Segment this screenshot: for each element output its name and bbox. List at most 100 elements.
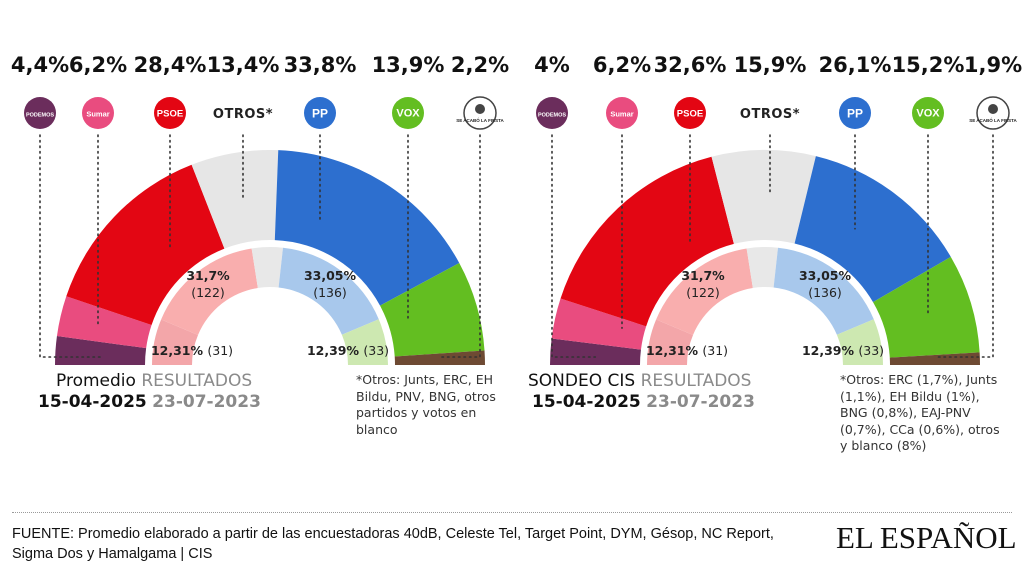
left-arc-pp — [274, 150, 460, 306]
right-value-label-vox: 15,2% — [892, 53, 965, 77]
left-arc-sumar — [56, 296, 152, 349]
left-leader-podemos — [39, 134, 102, 358]
left-inner-pct-1: 33,05% — [304, 268, 357, 283]
left-chart-caption: Promedio RESULTADOS 15-04-2025 23-07-202… — [38, 371, 261, 413]
left-vox-logo-icon — [392, 97, 424, 129]
brand-espanol: ESPAÑOL — [879, 520, 1017, 555]
left-caption-results-date: 23-07-2023 — [152, 392, 261, 412]
right-caption-title: SONDEO CIS — [528, 371, 636, 391]
right-otros-label: OTROS* — [740, 107, 800, 122]
right-inner-arc-pp — [773, 247, 874, 335]
footer-divider — [12, 512, 1012, 513]
right-caption-results-date: 23-07-2023 — [646, 392, 755, 412]
right-arc-podemos — [550, 338, 641, 365]
left-inner-arc-sumar — [152, 319, 199, 365]
left-value-label-sumar: 6,2% — [69, 53, 127, 77]
left-caption-date: 15-04-2025 — [38, 392, 147, 412]
left-podemos-logo-text: PODEMOS — [26, 113, 54, 119]
left-inner-label-2: 12,31% (31) — [151, 343, 233, 358]
right-arc-pp — [794, 156, 951, 303]
right-pp-logo-icon — [839, 97, 871, 129]
left-value-label-pp: 33,8% — [284, 53, 357, 77]
left-se-acabo-face-icon — [475, 104, 485, 114]
left-chart: 31,7% (122) 33,05% (136) 12,31% (31) 12,39% (… — [11, 53, 509, 365]
left-caption-results: RESULTADOS — [141, 371, 253, 391]
left-otros-note: *Otros: Junts, ERC, EH Bildu, PNV, BNG, … — [356, 372, 496, 437]
left-inner-arc-vox — [341, 319, 388, 365]
right-otros-note: *Otros: ERC (1,7%), Junts (1,1%), EH Bil… — [840, 372, 1000, 453]
right-value-label-pp: 26,1% — [819, 53, 892, 77]
right-vox-logo-text: VOX — [916, 108, 940, 120]
right-inner-seats-1: (136) — [808, 285, 842, 300]
left-arc-vox — [380, 262, 485, 357]
right-caption-date: 15-04-2025 — [532, 392, 641, 412]
left-leader-se-acabo-la-fiesta — [439, 134, 481, 358]
right-leader-podemos — [551, 134, 597, 358]
left-inner-pct-0: 31,7% — [186, 268, 230, 283]
left-value-label-se-acabo-la-fiesta: 2,2% — [451, 53, 509, 77]
right-value-label-sumar: 6,2% — [593, 53, 651, 77]
right-inner-pct-0: 31,7% — [681, 268, 725, 283]
left-arc-se-acabo-la-fiesta — [394, 350, 485, 365]
left-arc-otros — [191, 150, 279, 249]
left-inner-seats-0: (122) — [191, 285, 225, 300]
right-psoe-logo-icon — [674, 97, 706, 129]
right-inner-arc-sumar — [647, 319, 694, 365]
left-sumar-logo-icon — [82, 97, 114, 129]
right-inner-seats-0: (122) — [686, 285, 720, 300]
right-vox-logo-icon — [912, 97, 944, 129]
el-espanol-logo: EL ESPAÑOL — [836, 516, 1017, 560]
source-note: FUENTE: Promedio elaborado a partir de l… — [12, 526, 774, 562]
right-value-label-otros: 15,9% — [734, 53, 807, 77]
right-sumar-logo-text: Sumar — [610, 110, 633, 119]
left-value-label-podemos: 4,4% — [11, 53, 69, 77]
right-psoe-logo-text: PSOE — [677, 109, 703, 120]
left-inner-arc-otros — [251, 247, 284, 288]
left-value-label-vox: 13,9% — [372, 53, 445, 77]
left-pp-logo-text: PP — [312, 107, 328, 121]
left-caption-title: Promedio — [56, 371, 136, 391]
right-podemos-logo-text: PODEMOS — [538, 113, 566, 119]
left-value-label-otros: 13,4% — [207, 53, 280, 77]
right-chart-caption: SONDEO CIS RESULTADOS 15-04-2025 23-07-2… — [528, 371, 755, 413]
right-arc-otros — [711, 150, 816, 244]
left-inner-arc-psoe — [161, 248, 258, 335]
right-inner-arc-psoe — [656, 248, 753, 335]
left-podemos-logo-icon — [24, 97, 56, 129]
right-se-acabo-face-icon — [988, 104, 998, 114]
left-sumar-logo-text: Sumar — [86, 110, 109, 119]
left-inner-label-3: 12,39% (33) — [307, 343, 389, 358]
right-inner-pct-1: 33,05% — [799, 268, 852, 283]
left-pp-logo-icon — [304, 97, 336, 129]
right-se-acabo-logo-text: SE ACABÓ LA FIESTA — [969, 116, 1017, 123]
right-value-label-podemos: 4% — [534, 53, 570, 77]
right-inner-arc-otros — [746, 247, 779, 288]
right-inner-label-2: 12,31% (31) — [646, 343, 728, 358]
brand-el: EL — [836, 520, 874, 555]
left-value-label-psoe: 28,4% — [134, 53, 207, 77]
left-vox-logo-text: VOX — [396, 108, 420, 120]
right-value-label-psoe: 32,6% — [654, 53, 727, 77]
right-pp-logo-text: PP — [847, 107, 863, 121]
right-inner-label-3: 12,39% (33) — [802, 343, 884, 358]
right-podemos-logo-icon — [536, 97, 568, 129]
left-inner-seats-1: (136) — [313, 285, 347, 300]
right-sumar-logo-icon — [606, 97, 638, 129]
left-se-acabo-logo-text: SE ACABÓ LA FIESTA — [456, 116, 504, 123]
charts-canvas: 31,7% (122) 33,05% (136) 12,31% (31) 12,39% (… — [11, 53, 1022, 365]
left-otros-label: OTROS* — [213, 107, 273, 122]
left-inner-arc-pp — [278, 247, 379, 335]
left-psoe-logo-icon — [154, 97, 186, 129]
right-inner-arc-vox — [836, 319, 883, 365]
right-value-label-se-acabo-la-fiesta: 1,9% — [964, 53, 1022, 77]
right-arc-vox — [873, 256, 980, 358]
right-arc-psoe — [560, 156, 734, 327]
right-arc-sumar — [551, 298, 647, 350]
right-arc-se-acabo-la-fiesta — [889, 352, 980, 365]
right-leader-se-acabo-la-fiesta — [934, 134, 994, 358]
right-caption-results: RESULTADOS — [640, 371, 752, 391]
right-chart: 31,7% (122) 33,05% (136) 12,31% (31) 12,39% (… — [534, 53, 1022, 365]
left-arc-psoe — [66, 164, 225, 326]
left-psoe-logo-text: PSOE — [157, 109, 183, 120]
